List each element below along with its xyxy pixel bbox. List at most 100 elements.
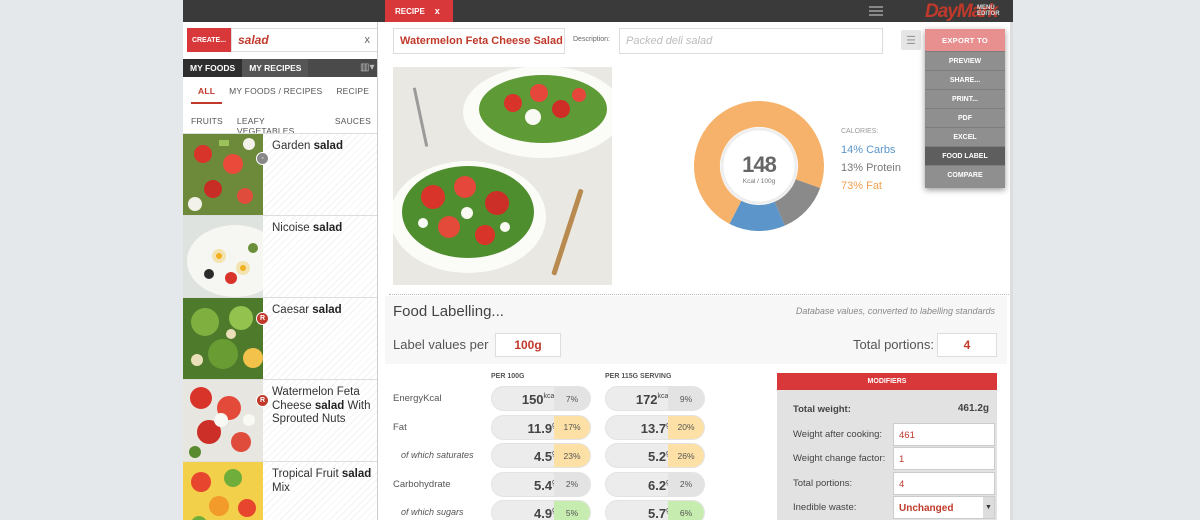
donut-segment-protein	[773, 178, 821, 226]
description-input[interactable]: Packed deli salad	[619, 28, 883, 54]
nutrient-value: 4.5g	[534, 449, 556, 464]
per100g-value-pill: 5.4g2%	[491, 471, 591, 497]
export-item-share[interactable]: SHARE...	[925, 70, 1005, 89]
per-serving-value-pill: 13.7g20%	[605, 414, 705, 440]
nutrient-percent: 9%	[668, 387, 704, 410]
filter-sauces[interactable]: SAUCES	[334, 116, 371, 126]
per-serving-value-pill: 6.2g2%	[605, 471, 705, 497]
nutrient-percent: 23%	[554, 444, 590, 467]
result-thumbnail: R	[183, 380, 269, 461]
modifier-total-weight: Total weight: 461.2g	[777, 397, 997, 421]
total-portions-mod-input[interactable]: 4	[893, 472, 995, 495]
nutrient-percent: 17%	[554, 415, 590, 439]
result-item[interactable]: Nicoise salad	[183, 215, 377, 297]
export-item-preview[interactable]: PREVIEW	[925, 51, 1005, 70]
total-portions-mod-label: Total portions:	[793, 478, 853, 489]
search-clear-button[interactable]: x	[364, 34, 371, 46]
calorie-value: 148	[742, 152, 777, 177]
nutrient-percent: 26%	[668, 444, 704, 467]
label-values-per-input[interactable]: 100g	[495, 333, 561, 357]
export-item-compare[interactable]: COMPARE	[925, 165, 1005, 184]
export-to-button[interactable]: EXPORT TO	[925, 29, 1005, 51]
nutrient-value: 5.7g	[648, 506, 670, 520]
per-serving-value-pill: 5.2g26%	[605, 443, 705, 468]
search-results: ◦ Garden salad Nicoise salad R Caesar sa…	[183, 133, 377, 520]
description-label: Description:	[573, 36, 610, 43]
nutrient-name: of which saturates	[401, 450, 474, 460]
result-badge: R	[256, 312, 269, 325]
nutrition-row: of which saturates 4.5g23% 5.2g26%	[385, 441, 775, 469]
filter-my-foods-recipes[interactable]: MY FOODS / RECIPES	[229, 86, 323, 96]
result-item[interactable]: Tropical Fruit salad Mix	[183, 461, 377, 520]
result-thumbnail: ◦	[183, 134, 269, 215]
export-item-excel[interactable]: EXCEL	[925, 127, 1005, 146]
donut-segment-carbs	[729, 200, 785, 231]
result-thumbnail	[183, 216, 283, 297]
total-portions-input[interactable]: 4	[937, 333, 997, 357]
modifier-row: Weight after cooking: 461	[777, 422, 997, 446]
nutrient-percent: 2%	[554, 472, 590, 496]
labelling-note: Database values, converted to labelling …	[795, 306, 995, 316]
col-header-per-serving: PER 115G SERVING	[605, 373, 672, 380]
result-item[interactable]: ◦ Garden salad	[183, 133, 377, 215]
inedible-waste-label: Inedible waste:	[793, 502, 857, 513]
export-item-food-label[interactable]: FOOD LABEL	[925, 146, 1005, 165]
weight-after-cooking-input[interactable]: 461	[893, 423, 995, 446]
brand-subtitle: MENU EDITOR	[977, 5, 1000, 17]
nutrient-value: 150kcal	[521, 392, 556, 407]
main-scrollbar[interactable]	[1010, 22, 1013, 520]
export-item-print[interactable]: PRINT...	[925, 89, 1005, 108]
label-values-per-label: Label values per	[393, 337, 489, 352]
filter-fruits[interactable]: FRUITS	[191, 116, 223, 126]
nutrient-value: 6.2g	[648, 477, 670, 493]
nutrient-value: 5.2g	[648, 449, 670, 464]
nutrient-name: Fat	[393, 421, 407, 433]
filter-leafy-vegetables[interactable]: LEAFY VEGETABLES	[236, 116, 295, 136]
filter-all[interactable]: ALL	[191, 82, 223, 104]
result-name: Nicoise salad	[272, 222, 343, 234]
inedible-waste-select[interactable]: Unchanged ▼	[893, 496, 995, 519]
recipe-title-row: Watermelon Feta Cheese Salad Description…	[393, 28, 883, 54]
donut-segment-fat	[694, 101, 824, 224]
section-divider	[389, 294, 1011, 295]
weight-after-cooking-label: Weight after cooking:	[793, 429, 883, 440]
recipe-photo	[393, 67, 612, 285]
per100g-value-pill: 150kcal 7%	[491, 386, 591, 411]
tab-my-recipes[interactable]: MY RECIPES	[242, 59, 309, 77]
result-name: Garden salad	[272, 140, 343, 152]
total-portions-label: Total portions:	[853, 337, 934, 352]
menu-icon[interactable]	[869, 6, 883, 16]
create-button[interactable]: CREATE...	[187, 28, 231, 52]
legend-carbs: 14% Carbs	[841, 144, 896, 156]
export-item-pdf[interactable]: PDF	[925, 108, 1005, 127]
tab-recipe[interactable]: RECIPE x	[385, 0, 453, 22]
result-item[interactable]: R Watermelon Feta Cheese salad With Spro…	[183, 379, 377, 461]
nutrient-percent: 5%	[554, 501, 590, 520]
view-toggle-icon[interactable]: ▥▾	[360, 62, 375, 73]
nutrient-percent: 2%	[668, 472, 704, 496]
per100g-value-pill: 11.9g17%	[491, 414, 591, 440]
modifiers-header: MODIFIERS	[777, 373, 997, 390]
nutrient-name: Carbohydrate	[393, 478, 451, 490]
total-weight-label: Total weight:	[793, 404, 851, 415]
result-item[interactable]: R Caesar salad	[183, 297, 377, 379]
sidebar: CREATE... salad x MY FOODS MY RECIPES ▥▾…	[183, 22, 378, 520]
search-value: salad	[238, 33, 269, 47]
search-input[interactable]: salad x	[231, 28, 377, 52]
filter-recipe[interactable]: RECIPE	[336, 86, 370, 96]
recipe-title-input[interactable]: Watermelon Feta Cheese Salad	[393, 28, 565, 54]
calorie-donut-chart	[694, 101, 824, 231]
tab-my-foods[interactable]: MY FOODS	[183, 59, 243, 77]
library-tabs: MY FOODS MY RECIPES ▥▾	[183, 59, 377, 77]
per100g-value-pill: 4.5g23%	[491, 443, 591, 468]
tab-close-button[interactable]: x	[434, 6, 440, 16]
per100g-value-pill: 4.9g5%	[491, 500, 591, 520]
per-serving-value-pill: 5.7g6%	[605, 500, 705, 520]
donut-hole	[720, 127, 798, 205]
nutrient-value: 11.9g	[527, 420, 557, 436]
nutrient-percent: 6%	[668, 501, 704, 520]
weight-change-factor-label: Weight change factor:	[793, 453, 886, 464]
settings-sliders-icon[interactable]: ☰	[901, 30, 921, 50]
weight-change-factor-input[interactable]: 1	[893, 447, 995, 470]
